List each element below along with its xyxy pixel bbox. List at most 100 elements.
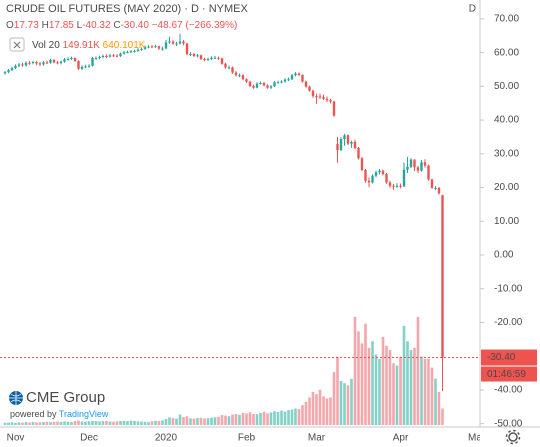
x-tick-label: Mar bbox=[308, 433, 326, 444]
candle-body bbox=[392, 185, 395, 187]
candle-body bbox=[381, 170, 385, 175]
volume-bar bbox=[290, 409, 294, 425]
volume-bar bbox=[133, 420, 136, 425]
candle-body bbox=[231, 67, 234, 73]
candle-body bbox=[357, 148, 360, 159]
volume-bar bbox=[84, 421, 87, 425]
volume-bar bbox=[287, 410, 290, 425]
volume-bar bbox=[364, 323, 367, 425]
volume-bar bbox=[339, 380, 343, 425]
candle-body bbox=[112, 55, 115, 57]
countdown-box bbox=[481, 366, 537, 382]
last-price-box bbox=[481, 349, 537, 366]
candle-body bbox=[126, 51, 129, 53]
candle-body bbox=[122, 52, 126, 54]
volume-bar bbox=[101, 421, 105, 425]
volume-bar bbox=[276, 411, 280, 425]
volume-bar bbox=[409, 350, 413, 425]
x-tick-label: Nov bbox=[7, 433, 25, 444]
candle-body bbox=[423, 162, 427, 166]
volume-bar bbox=[98, 421, 101, 425]
legend-value: -30.40 bbox=[121, 20, 150, 31]
candle-body bbox=[378, 170, 381, 173]
volume-bar bbox=[154, 420, 157, 425]
volume-bar bbox=[80, 421, 84, 425]
candle-body bbox=[73, 58, 77, 62]
candle-body bbox=[259, 82, 262, 84]
volume-bar bbox=[252, 413, 255, 425]
volume-bar bbox=[157, 421, 161, 425]
volume-bar bbox=[38, 422, 42, 425]
volume-bar bbox=[147, 422, 150, 425]
volume-bar bbox=[189, 418, 192, 425]
volume-bar bbox=[297, 409, 301, 425]
volume-bar bbox=[360, 343, 364, 425]
volume-bar bbox=[70, 422, 73, 425]
volume-bar bbox=[329, 397, 332, 425]
candle-body bbox=[350, 142, 353, 144]
powered-by: powered by TradingView bbox=[10, 409, 109, 419]
volume-bar bbox=[224, 415, 227, 425]
volume-bar bbox=[241, 412, 245, 425]
settings-button[interactable] bbox=[505, 429, 521, 445]
candle-body bbox=[108, 55, 112, 57]
plot-area: Nov Dec 2020 Feb Mar Apr May bbox=[0, 33, 487, 444]
tradingview-link[interactable]: TradingView bbox=[59, 409, 109, 419]
candle-body bbox=[87, 65, 91, 67]
volume-bar bbox=[143, 421, 147, 425]
volume-bar bbox=[73, 421, 77, 425]
volume-bar bbox=[234, 413, 238, 425]
legend-change: −48.67 (−266.39%) bbox=[152, 20, 238, 31]
logo: CME Group powered by TradingView bbox=[9, 389, 109, 419]
candle-body bbox=[31, 62, 35, 64]
volume-bar bbox=[308, 397, 311, 425]
volume-bar bbox=[168, 417, 171, 425]
candle-body bbox=[402, 169, 406, 187]
volume-bar bbox=[126, 421, 129, 425]
y-tick-label: 40.00 bbox=[494, 115, 519, 126]
candle-body bbox=[234, 72, 238, 76]
volume-bar bbox=[112, 421, 115, 425]
candle-body bbox=[255, 83, 259, 88]
volume-bar bbox=[122, 420, 126, 425]
candle-body bbox=[217, 57, 220, 59]
candle-body bbox=[164, 42, 168, 49]
countdown-label: 01:46:59 bbox=[487, 369, 526, 380]
volume-bar bbox=[427, 358, 430, 425]
y-tick-label: 30.00 bbox=[494, 148, 519, 159]
candle-body bbox=[35, 62, 38, 64]
candle-body bbox=[143, 46, 147, 49]
candle-body bbox=[241, 75, 245, 80]
candle-body bbox=[430, 179, 434, 188]
volume-bar bbox=[238, 414, 241, 425]
volume-bar bbox=[311, 391, 315, 425]
volume-bar bbox=[304, 401, 308, 425]
candle-body bbox=[210, 57, 213, 60]
candle-body bbox=[206, 59, 210, 61]
candle-body bbox=[199, 55, 203, 60]
last-price-label: -30.40 bbox=[487, 352, 516, 363]
candle-body bbox=[437, 187, 441, 194]
candle-body bbox=[14, 65, 17, 69]
volume-bar bbox=[350, 378, 353, 425]
volume-bar bbox=[105, 420, 108, 425]
logo-text: CME Group bbox=[26, 389, 105, 406]
volume-bar bbox=[336, 356, 339, 425]
volume-bar bbox=[7, 422, 10, 425]
candle-body bbox=[185, 43, 189, 54]
x-tick-label: 2020 bbox=[155, 433, 178, 444]
y-tick-label: 50.00 bbox=[494, 81, 519, 92]
volume-bar bbox=[192, 418, 196, 425]
candle-body bbox=[322, 97, 325, 99]
volume-bar bbox=[136, 421, 140, 425]
volume-bar bbox=[161, 420, 164, 425]
volume-bar bbox=[346, 385, 350, 425]
candle-body bbox=[297, 73, 301, 75]
y-tick-label: 70.00 bbox=[494, 14, 519, 25]
candle-body bbox=[7, 70, 10, 73]
candle-body bbox=[269, 86, 273, 88]
candle-body bbox=[409, 159, 413, 167]
legend-key: O bbox=[6, 20, 14, 31]
volume-bar bbox=[175, 418, 178, 425]
